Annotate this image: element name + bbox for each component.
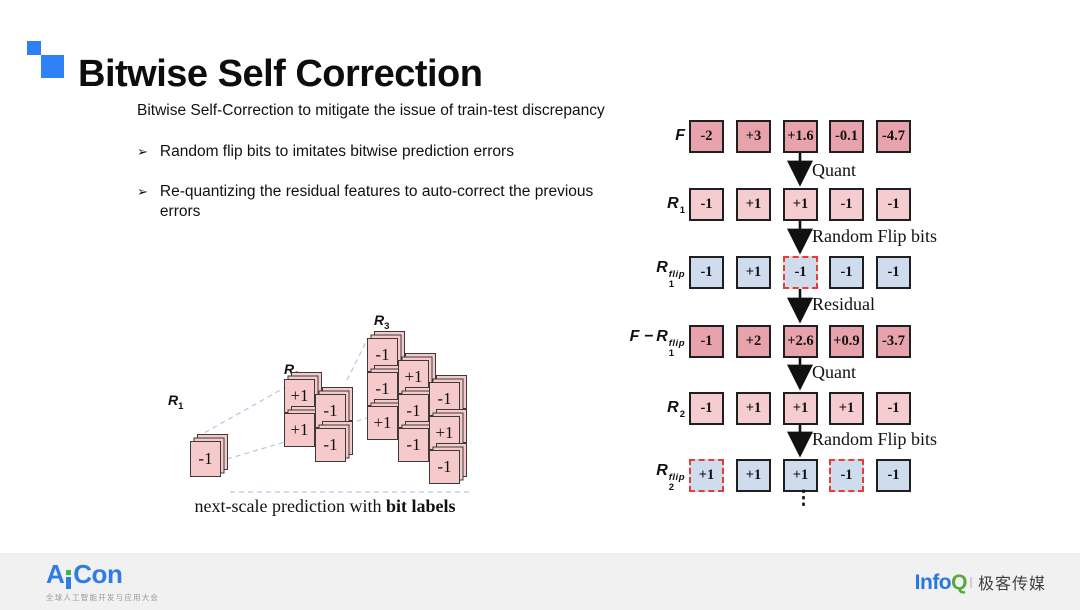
flow-row-label: F [675,127,685,144]
flow-value-cell: +1 [783,459,818,492]
aicon-text-con: Con [73,559,123,589]
bit-token-cell: -1 [315,387,353,428]
flow-value-cell: +1 [736,188,771,221]
flow-value-cell: -1 [689,325,724,358]
bit-token-cell: -1 [429,375,467,416]
bullet-text: Re-quantizing the residual features to a… [159,183,594,220]
arrow-step-label: Residual [812,294,875,314]
bit-token-cell: +1 [284,372,322,413]
bit-token-cell: -1 [190,434,228,477]
flow-value-cell: -3.7 [876,325,911,358]
flow-value-cell: +1 [689,459,724,492]
aicon-green-dot-icon [65,570,71,575]
footer-bar: A Con 全球人工智能开发与应用大会 Info Q 极客传媒 [0,553,1080,610]
flow-value-cell: -1 [783,256,818,289]
bullet-item: ➢ Random flip bits to imitates bitwise p… [137,142,607,162]
diagram-caption: next-scale prediction with bit labels [175,496,475,517]
flow-value-cell: -0.1 [829,120,864,153]
arrow-step-label: Quant [812,160,856,180]
intro-text: Bitwise Self-Correction to mitigate the … [137,102,605,119]
aicon-tagline: 全球人工智能开发与应用大会 [46,593,160,602]
title-accent-square-icon [41,55,64,78]
bit-token-cell: -1 [315,421,353,462]
flow-value-cell: -1 [876,392,911,425]
infoq-divider [969,577,972,588]
flow-value-cell: +2 [736,325,771,358]
flow-value-cell: +0.9 [829,325,864,358]
flow-value-cell: -1 [876,188,911,221]
aicon-i-stem [65,577,71,589]
bit-token-cell: -1 [429,443,467,484]
flow-value-cell: +1.6 [783,120,818,153]
bullet-arrow-icon: ➢ [137,184,148,200]
flow-value-cell: -1 [689,188,724,221]
arrow-step-label: Quant [812,362,856,382]
flow-value-cell: -2 [689,120,724,153]
flow-value-cell: -1 [829,256,864,289]
bit-token-cell: +1 [429,409,467,450]
matrix-label: R1 [168,392,184,412]
infoq-media-text: 极客传媒 [977,576,1046,593]
caption-bold-text: bit labels [385,496,456,516]
text-block: Bitwise Self-Correction to mitigate the … [137,101,607,221]
flow-value-cell: +3 [736,120,771,153]
bullet-arrow-icon: ➢ [137,143,148,159]
title-accent-square-icon [27,41,41,55]
flow-value-cell: +1 [736,459,771,492]
flow-value-cell: -1 [689,256,724,289]
flow-value-cell: -1 [876,256,911,289]
flow-value-cell: -1 [876,459,911,492]
infoq-text-info: Info [914,571,952,594]
bit-token-cell: -1 [398,421,436,462]
aicon-logo: A Con 全球人工智能开发与应用大会 [46,559,159,603]
caption-text: next-scale prediction with [194,496,386,516]
flow-value-cell: +2.6 [783,325,818,358]
flow-value-cell: -1 [829,459,864,492]
infoq-logo: Info Q 极客传媒 [915,570,1046,595]
aicon-wordmark: A Con [46,559,123,590]
flow-value-cell: +1 [829,392,864,425]
arrow-step-label: Random Flip bits [812,429,938,449]
aicon-letter-i [65,570,72,590]
bit-token-cell: +1 [284,406,322,447]
flow-value-cell: -4.7 [876,120,911,153]
infoq-text-q: Q [951,571,967,594]
matrix-label: R3 [374,312,390,332]
flow-value-cell: +1 [783,392,818,425]
flow-value-cell: -1 [829,188,864,221]
bit-token-cell: +1 [367,399,405,440]
aicon-text-a: A [46,559,65,589]
flow-value-cell: +1 [736,392,771,425]
flow-ellipsis: ⋮ [794,488,813,509]
bullet-text: Random flip bits to imitates bitwise pre… [159,142,514,160]
flow-value-cell: -1 [689,392,724,425]
flow-value-cell: +1 [736,256,771,289]
bullet-item: ➢ Re-quantizing the residual features to… [137,182,607,221]
flow-value-cell: +1 [783,188,818,221]
page-title: Bitwise Self Correction [78,53,483,96]
arrow-step-label: Random Flip bits [812,226,938,246]
